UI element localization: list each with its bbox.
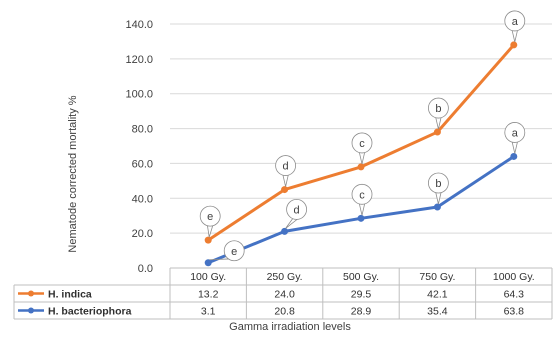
callout-letter: d xyxy=(283,161,289,173)
significance-letter-callout: c xyxy=(351,183,373,216)
callout-bubble xyxy=(351,132,373,154)
callout-letter: c xyxy=(359,138,365,150)
y-tick-label: 20.0 xyxy=(132,228,153,240)
significance-letter-callout: e xyxy=(199,205,221,238)
callout-letter: a xyxy=(512,16,519,28)
y-tick-labels: 0.0 20.0 40.0 60.0 80.0 100.0 120.0 140.0 xyxy=(125,19,153,275)
y-tick-label: 60.0 xyxy=(132,158,153,170)
y-tick-label: 80.0 xyxy=(132,124,153,136)
y-tick-label: 40.0 xyxy=(132,193,153,205)
legend-entry: H. bacteriophora xyxy=(48,306,132,318)
callout-letter: c xyxy=(359,189,365,201)
callout-bubble xyxy=(286,198,308,220)
callout-letter: e xyxy=(207,211,213,223)
x-tick-label: 1000 Gy. xyxy=(493,271,535,283)
callout-letter: b xyxy=(435,178,441,190)
significance-letter-callout: d xyxy=(285,198,308,229)
callout-letter: e xyxy=(231,246,237,258)
table-cell: 64.3 xyxy=(504,289,525,301)
data-point xyxy=(204,259,212,267)
y-axis-title: Nematode corrected mortality % xyxy=(67,95,79,252)
table-cell: 24.0 xyxy=(274,289,295,301)
callout-letter: b xyxy=(435,103,441,115)
y-tick-label: 100.0 xyxy=(125,89,153,101)
significance-callouts: e d c b a e d c b a xyxy=(199,10,526,262)
table-cell: 28.9 xyxy=(351,306,372,318)
data-point xyxy=(281,186,289,194)
significance-letter-callout: d xyxy=(275,155,297,187)
y-tick-label: 0.0 xyxy=(138,263,153,275)
table-cell: 35.4 xyxy=(427,306,448,318)
data-point xyxy=(357,214,365,222)
callout-letter: d xyxy=(294,204,300,216)
series-lines xyxy=(204,41,518,267)
significance-letter-callout: b xyxy=(427,97,449,130)
table-cell: 20.8 xyxy=(274,306,295,318)
x-tick-label: 100 Gy. xyxy=(190,271,226,283)
data-point xyxy=(433,203,441,211)
y-tick-label: 120.0 xyxy=(125,54,153,66)
x-tick-label: 750 Gy. xyxy=(419,271,455,283)
table-cell: 3.1 xyxy=(201,306,216,318)
significance-letter-callout: a xyxy=(504,122,526,154)
significance-letter-callout: e xyxy=(209,240,245,262)
data-point xyxy=(357,163,365,171)
table-cell: 13.2 xyxy=(198,289,219,301)
table-cell: 42.1 xyxy=(427,289,448,301)
data-point xyxy=(510,41,518,49)
callout-bubble xyxy=(199,205,221,227)
data-point xyxy=(281,227,289,235)
data-table: 100 Gy. 250 Gy. 500 Gy. 750 Gy. 1000 Gy. H. i… xyxy=(13,267,553,320)
data-point xyxy=(433,128,441,136)
table-cell: 29.5 xyxy=(351,289,372,301)
x-tick-label: 500 Gy. xyxy=(343,271,379,283)
significance-letter-callout: c xyxy=(351,132,373,165)
data-point xyxy=(510,152,518,160)
x-tick-label: 250 Gy. xyxy=(267,271,303,283)
callout-bubble xyxy=(427,172,449,194)
callout-bubble xyxy=(351,183,373,205)
legend-key-marker xyxy=(28,307,34,314)
callout-bubble xyxy=(275,155,297,176)
legend-entry: H. indica xyxy=(48,289,92,301)
callout-bubble xyxy=(223,240,245,262)
table-cell: 63.8 xyxy=(504,306,525,318)
x-axis-title: Gamma irradiation levels xyxy=(229,321,351,333)
callout-letter: a xyxy=(512,127,519,139)
legend-key-marker xyxy=(28,290,34,297)
callout-bubble xyxy=(504,10,526,32)
callout-bubble xyxy=(504,122,526,143)
data-point xyxy=(204,236,212,244)
significance-letter-callout: a xyxy=(504,10,526,43)
significance-letter-callout: b xyxy=(427,172,449,205)
callout-bubble xyxy=(427,97,449,119)
y-tick-label: 140.0 xyxy=(125,19,153,31)
